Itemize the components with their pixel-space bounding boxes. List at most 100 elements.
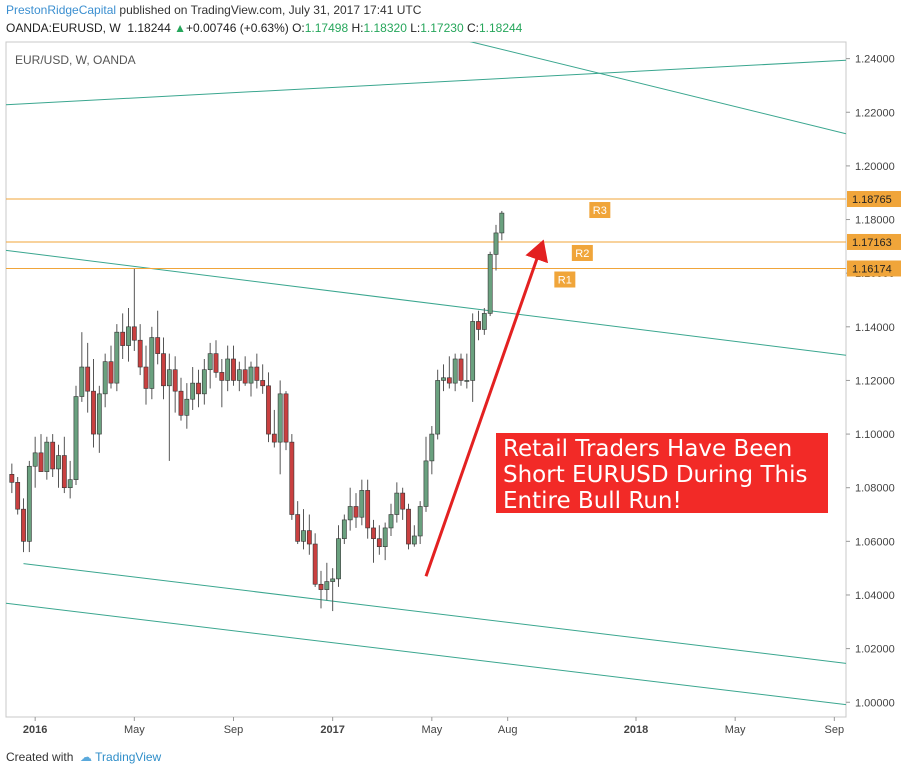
- candle: [131, 268, 137, 351]
- candle: [487, 251, 493, 317]
- candle-body: [347, 506, 353, 521]
- candle-body: [15, 482, 21, 510]
- candle-body: [161, 353, 166, 387]
- candle: [481, 308, 487, 335]
- candle: [108, 345, 114, 389]
- y-tick-label: 1.08000: [855, 483, 895, 495]
- candle: [312, 533, 318, 587]
- y-tick-label: 1.12000: [855, 375, 895, 387]
- candle-body: [330, 578, 336, 582]
- candle-body: [120, 331, 126, 346]
- candle-body: [353, 506, 359, 518]
- candle: [219, 358, 225, 408]
- candle-body: [50, 441, 56, 470]
- low-value: 1.17230: [420, 21, 464, 35]
- level-label-text: R2: [575, 248, 589, 260]
- candle: [137, 324, 143, 376]
- candle-body: [114, 331, 120, 384]
- level-price-tag: 1.18765: [847, 191, 901, 208]
- candle-body: [190, 382, 196, 400]
- tradingview-brand[interactable]: TradingView: [95, 750, 162, 764]
- candle: [178, 377, 184, 421]
- candle-body: [376, 538, 382, 548]
- candle: [172, 356, 178, 413]
- y-tick-label: 1.06000: [855, 536, 895, 548]
- candle: [406, 503, 411, 550]
- candle: [301, 509, 306, 550]
- candle-body: [341, 519, 347, 539]
- candle-body: [429, 433, 435, 462]
- candle-body: [487, 254, 493, 314]
- y-tick-label: 1.00000: [855, 697, 895, 709]
- candle: [236, 361, 242, 392]
- candle: [353, 493, 359, 528]
- x-tick-label: 2018: [624, 724, 648, 736]
- candle-body: [213, 353, 219, 373]
- candle: [32, 436, 38, 488]
- candle-body: [388, 514, 394, 529]
- candle-body: [254, 366, 260, 381]
- candle: [91, 358, 96, 448]
- candle: [161, 337, 166, 400]
- candle-body: [73, 396, 79, 480]
- candle-body: [166, 369, 172, 387]
- candle: [423, 436, 429, 512]
- candle-body: [225, 358, 231, 381]
- y-tick-label: 1.22000: [855, 107, 895, 119]
- candle: [213, 340, 219, 378]
- candle-body: [458, 358, 464, 381]
- y-tick-label: 1.20000: [855, 161, 895, 173]
- symbol-label: OANDA:EURUSD, W: [6, 21, 121, 35]
- candle: [417, 501, 423, 545]
- candle-body: [481, 313, 487, 330]
- candle-body: [67, 479, 73, 489]
- candle: [382, 522, 388, 561]
- x-tick-label: Sep: [825, 724, 845, 736]
- change-arrow-icon: ▲: [174, 21, 186, 35]
- published-text: published on TradingView.com, July 31, 2…: [119, 3, 422, 17]
- tradingview-logo-icon: ☁: [80, 750, 93, 764]
- candle-body: [236, 369, 242, 381]
- candle: [289, 434, 295, 520]
- candle-body: [126, 326, 131, 346]
- candle: [96, 385, 102, 453]
- candle-body: [21, 508, 26, 542]
- candle-body: [155, 337, 161, 354]
- trend-line: [23, 563, 846, 664]
- candle: [470, 313, 476, 402]
- candle: [435, 369, 441, 440]
- candle: [149, 326, 155, 400]
- candles: [9, 210, 505, 612]
- level-label-r3: R3: [589, 202, 611, 219]
- candle-body: [324, 581, 330, 590]
- candle: [411, 525, 417, 547]
- candle: [79, 332, 85, 402]
- candle-body: [499, 212, 505, 234]
- candle-body: [137, 339, 143, 368]
- level-label-r2: R2: [571, 244, 593, 261]
- level-label-box: [554, 271, 576, 288]
- level-label-r1: R1: [554, 271, 576, 288]
- candle-body: [289, 441, 295, 515]
- candle-body: [336, 538, 341, 580]
- candle: [359, 479, 365, 526]
- candle-body: [260, 380, 266, 387]
- candle: [15, 476, 21, 515]
- price-chart[interactable]: EUR/USD, W, OANDA R3 R2 R1 Retail Traders Ha…: [0, 40, 905, 740]
- chart-title: EUR/USD, W, OANDA: [15, 53, 136, 67]
- author-link[interactable]: PrestonRidgeCapital: [6, 3, 117, 17]
- level-price-tag: 1.16174: [847, 260, 901, 277]
- candle-body: [184, 398, 190, 416]
- candle: [295, 501, 301, 545]
- candle: [318, 570, 324, 609]
- level-label-text: R1: [558, 275, 572, 287]
- candle-body: [301, 530, 306, 542]
- candle: [143, 345, 149, 405]
- candle: [231, 345, 236, 386]
- footer: Created with ☁ TradingView: [6, 750, 161, 764]
- publish-header: PrestonRidgeCapital published on Trading…: [6, 3, 421, 17]
- x-tick-label: Aug: [498, 724, 518, 736]
- x-tick-label: May: [725, 724, 746, 736]
- level-price-text: 1.17163: [852, 237, 892, 249]
